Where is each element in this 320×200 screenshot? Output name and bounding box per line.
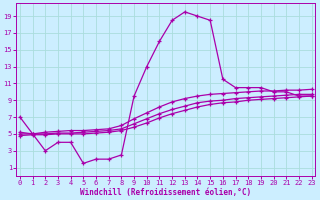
X-axis label: Windchill (Refroidissement éolien,°C): Windchill (Refroidissement éolien,°C) <box>80 188 251 197</box>
